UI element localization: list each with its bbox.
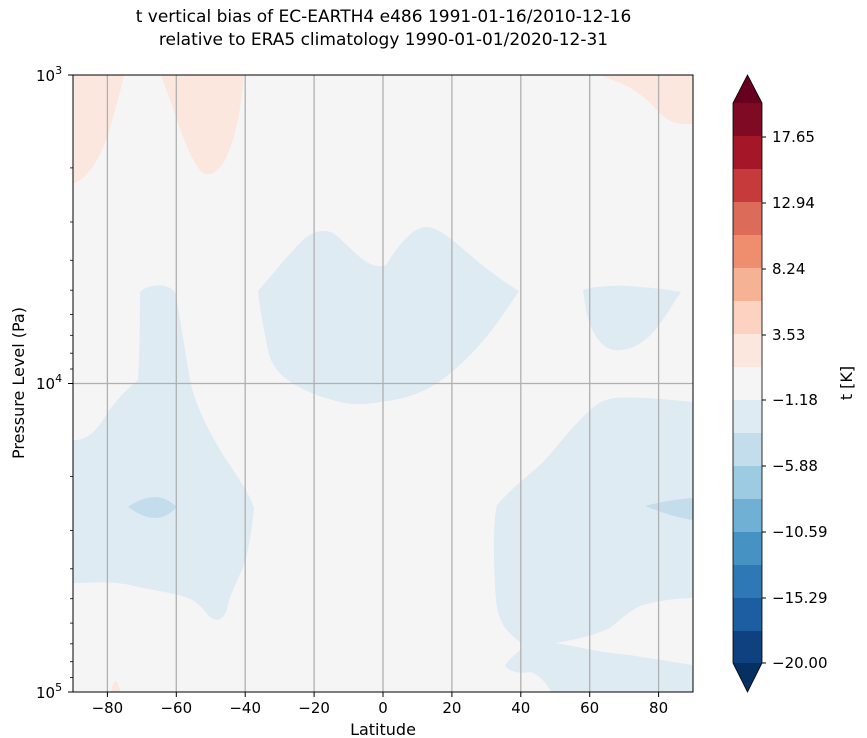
warm-contour-region: [111, 681, 120, 692]
colorbar-bands: [733, 103, 762, 663]
cold-contour-region: [258, 226, 519, 405]
y-axis-minor-ticks: [70, 167, 73, 678]
cold-pocket-region: [128, 497, 177, 518]
colorbar-tick-label: 3.53: [772, 326, 805, 344]
y-tick-label: 104: [36, 372, 62, 393]
x-axis-label: Latitude: [350, 720, 416, 738]
cold-contour-region: [73, 285, 254, 620]
x-tick-label: −20: [298, 699, 330, 717]
y-tick-label: 105: [36, 681, 62, 702]
colorbar-tick-labels: 17.65 12.94 8.24 3.53 −1.18 −5.88 −10.59…: [772, 128, 828, 672]
x-tick-label: 60: [580, 699, 599, 717]
x-tick-label: 40: [511, 699, 530, 717]
x-tick-label: 0: [378, 699, 388, 717]
colorbar-under-arrow: [733, 663, 762, 692]
colorbar-tick-label: 8.24: [772, 260, 805, 278]
chart-title: t vertical bias of EC-EARTH4 e486 1991-0…: [135, 7, 632, 27]
x-tick-label: 20: [442, 699, 461, 717]
chart-subtitle: relative to ERA5 climatology 1990-01-01/…: [158, 30, 609, 50]
colorbar-tick-label: 12.94: [772, 194, 815, 212]
colorbar-over-arrow: [733, 75, 762, 103]
warm-contour-region: [161, 75, 244, 175]
y-axis-tick-labels: 103 104 105: [36, 64, 62, 702]
x-axis-tick-labels: −80 −60 −40 −20 0 20 40 60 80: [92, 699, 669, 717]
colorbar-tick-label: −1.18: [772, 391, 818, 409]
y-tick-label: 103: [36, 64, 62, 85]
colorbar-tick-label: −15.29: [772, 589, 828, 607]
grid-lines: [73, 75, 693, 692]
x-tick-label: 80: [649, 699, 668, 717]
colorbar-tick-label: −5.88: [772, 457, 818, 475]
colorbar-ticks: [762, 136, 766, 664]
colorbar-label: t [K]: [837, 366, 856, 400]
colorbar-tick-label: −20.00: [772, 654, 828, 672]
warm-contour-region: [600, 75, 693, 124]
colorbar-tick-label: −10.59: [772, 523, 828, 541]
y-axis-major-ticks: [68, 74, 73, 693]
cold-pocket-region: [645, 498, 693, 520]
colorbar-tick-label: 17.65: [772, 128, 815, 146]
x-tick-label: −40: [229, 699, 261, 717]
y-axis-label: Pressure Level (Pa): [9, 307, 28, 459]
cold-contour-region: [583, 285, 681, 351]
x-tick-label: −80: [92, 699, 124, 717]
warm-contour-region: [73, 75, 124, 183]
x-tick-label: −60: [160, 699, 192, 717]
colorbar: 17.65 12.94 8.24 3.53 −1.18 −5.88 −10.59…: [732, 74, 856, 693]
x-axis-ticks: [106, 692, 660, 697]
